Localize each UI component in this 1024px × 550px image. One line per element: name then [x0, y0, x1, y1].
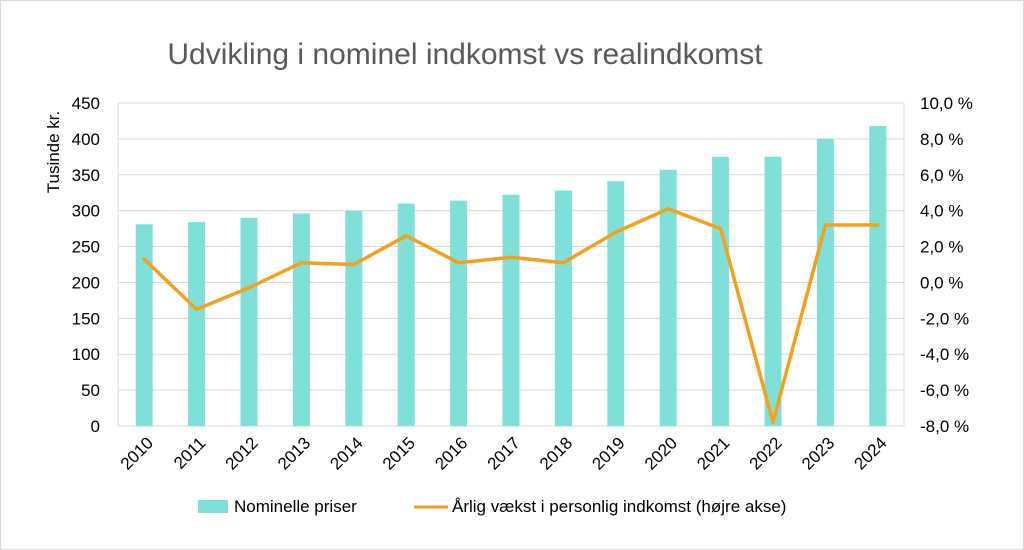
- legend-label-bars: Nominelle priser: [234, 497, 357, 516]
- growth-point-2014: [352, 263, 356, 266]
- left-tick-label: 200: [72, 273, 100, 292]
- growth-point-2021: [719, 227, 723, 231]
- left-tick-label: 300: [72, 202, 100, 221]
- growth-point-2023: [823, 223, 827, 227]
- bar-2013: [292, 213, 310, 426]
- x-tick-label: 2018: [536, 433, 576, 473]
- left-tick-label: 100: [72, 345, 100, 364]
- bar-2012: [240, 217, 258, 426]
- x-tick-label: 2020: [641, 433, 681, 473]
- left-axis-ticks: 0 50 100 150 200 250 300 350 400 450: [72, 94, 100, 436]
- bar-2011: [188, 222, 206, 426]
- left-tick-label: 0: [91, 417, 100, 436]
- right-tick-label: 4,0 %: [920, 202, 963, 221]
- chart-title: Udvikling i nominel indkomst vs realindk…: [167, 38, 763, 71]
- legend-label-line: Årlig vækst i personlig indkomst (højre …: [452, 497, 786, 516]
- right-tick-label: 0,0 %: [920, 273, 963, 292]
- growth-line-layer: [142, 207, 880, 425]
- left-tick-label: 250: [72, 238, 100, 257]
- growth-point-2012: [247, 286, 251, 290]
- x-tick-label: 2021: [693, 433, 733, 473]
- legend-swatch-bars: [198, 500, 228, 513]
- left-tick-label: 400: [72, 130, 100, 149]
- bar-2022: [764, 156, 782, 427]
- growth-point-2017: [509, 255, 513, 259]
- right-tick-label: 10,0 %: [920, 94, 973, 113]
- x-tick-label: 2014: [326, 433, 366, 473]
- bar-2024: [869, 125, 887, 427]
- bar-2010: [135, 224, 153, 426]
- right-tick-label: -2,0 %: [920, 309, 969, 328]
- left-tick-label: 150: [72, 309, 100, 328]
- growth-point-2013: [299, 261, 303, 265]
- right-tick-label: 6,0 %: [920, 166, 963, 185]
- x-tick-label: 2023: [798, 433, 838, 473]
- right-tick-label: -4,0 %: [920, 345, 969, 364]
- growth-point-2011: [195, 307, 199, 311]
- growth-point-2015: [404, 234, 408, 238]
- growth-point-2022: [771, 420, 775, 424]
- left-tick-label: 450: [72, 94, 100, 113]
- bar-2020: [659, 169, 677, 426]
- bar-2023: [816, 138, 834, 426]
- x-tick-label: 2011: [170, 433, 209, 472]
- left-tick-label: 350: [72, 166, 100, 185]
- x-tick-label: 2015: [379, 433, 419, 473]
- bar-2018: [554, 190, 572, 426]
- bar-2021: [712, 156, 730, 427]
- bar-2017: [502, 194, 520, 426]
- growth-point-2018: [561, 261, 565, 265]
- left-tick-label: 50: [81, 381, 100, 400]
- growth-point-2020: [666, 207, 670, 211]
- growth-point-2016: [457, 261, 461, 265]
- bars: [135, 125, 887, 427]
- growth-point-2024: [876, 223, 880, 227]
- right-axis-ticks: -8,0 % -6,0 % -4,0 % -2,0 % 0,0 % 2,0 % 4,0 % 6…: [920, 94, 973, 436]
- x-tick-label: 2013: [274, 433, 314, 473]
- bar-2015: [397, 203, 415, 426]
- right-tick-label: 2,0 %: [920, 238, 963, 257]
- bar-2019: [607, 181, 625, 426]
- legend: Nominelle priser Årlig vækst i personlig…: [198, 497, 786, 516]
- x-tick-label: 2012: [222, 433, 262, 473]
- growth-point-2019: [614, 230, 618, 234]
- right-tick-label: -6,0 %: [920, 381, 969, 400]
- right-tick-label: 8,0 %: [920, 130, 963, 149]
- x-tick-label: 2024: [850, 433, 890, 473]
- bar-2014: [345, 210, 363, 426]
- bar-2016: [450, 200, 468, 426]
- x-tick-label: 2010: [117, 433, 157, 473]
- y-axis-label: Tusinde kr.: [44, 111, 63, 194]
- x-tick-label: 2019: [588, 433, 628, 473]
- x-tick-label: 2017: [484, 433, 524, 473]
- x-axis-ticks: 2010 2011 2012 2013 2014 2015 2016 2017 2018 2019…: [117, 433, 891, 473]
- right-tick-label: -8,0 %: [920, 417, 969, 436]
- x-tick-label: 2016: [431, 433, 471, 473]
- growth-point-2010: [142, 257, 146, 261]
- x-tick-label: 2022: [746, 433, 786, 473]
